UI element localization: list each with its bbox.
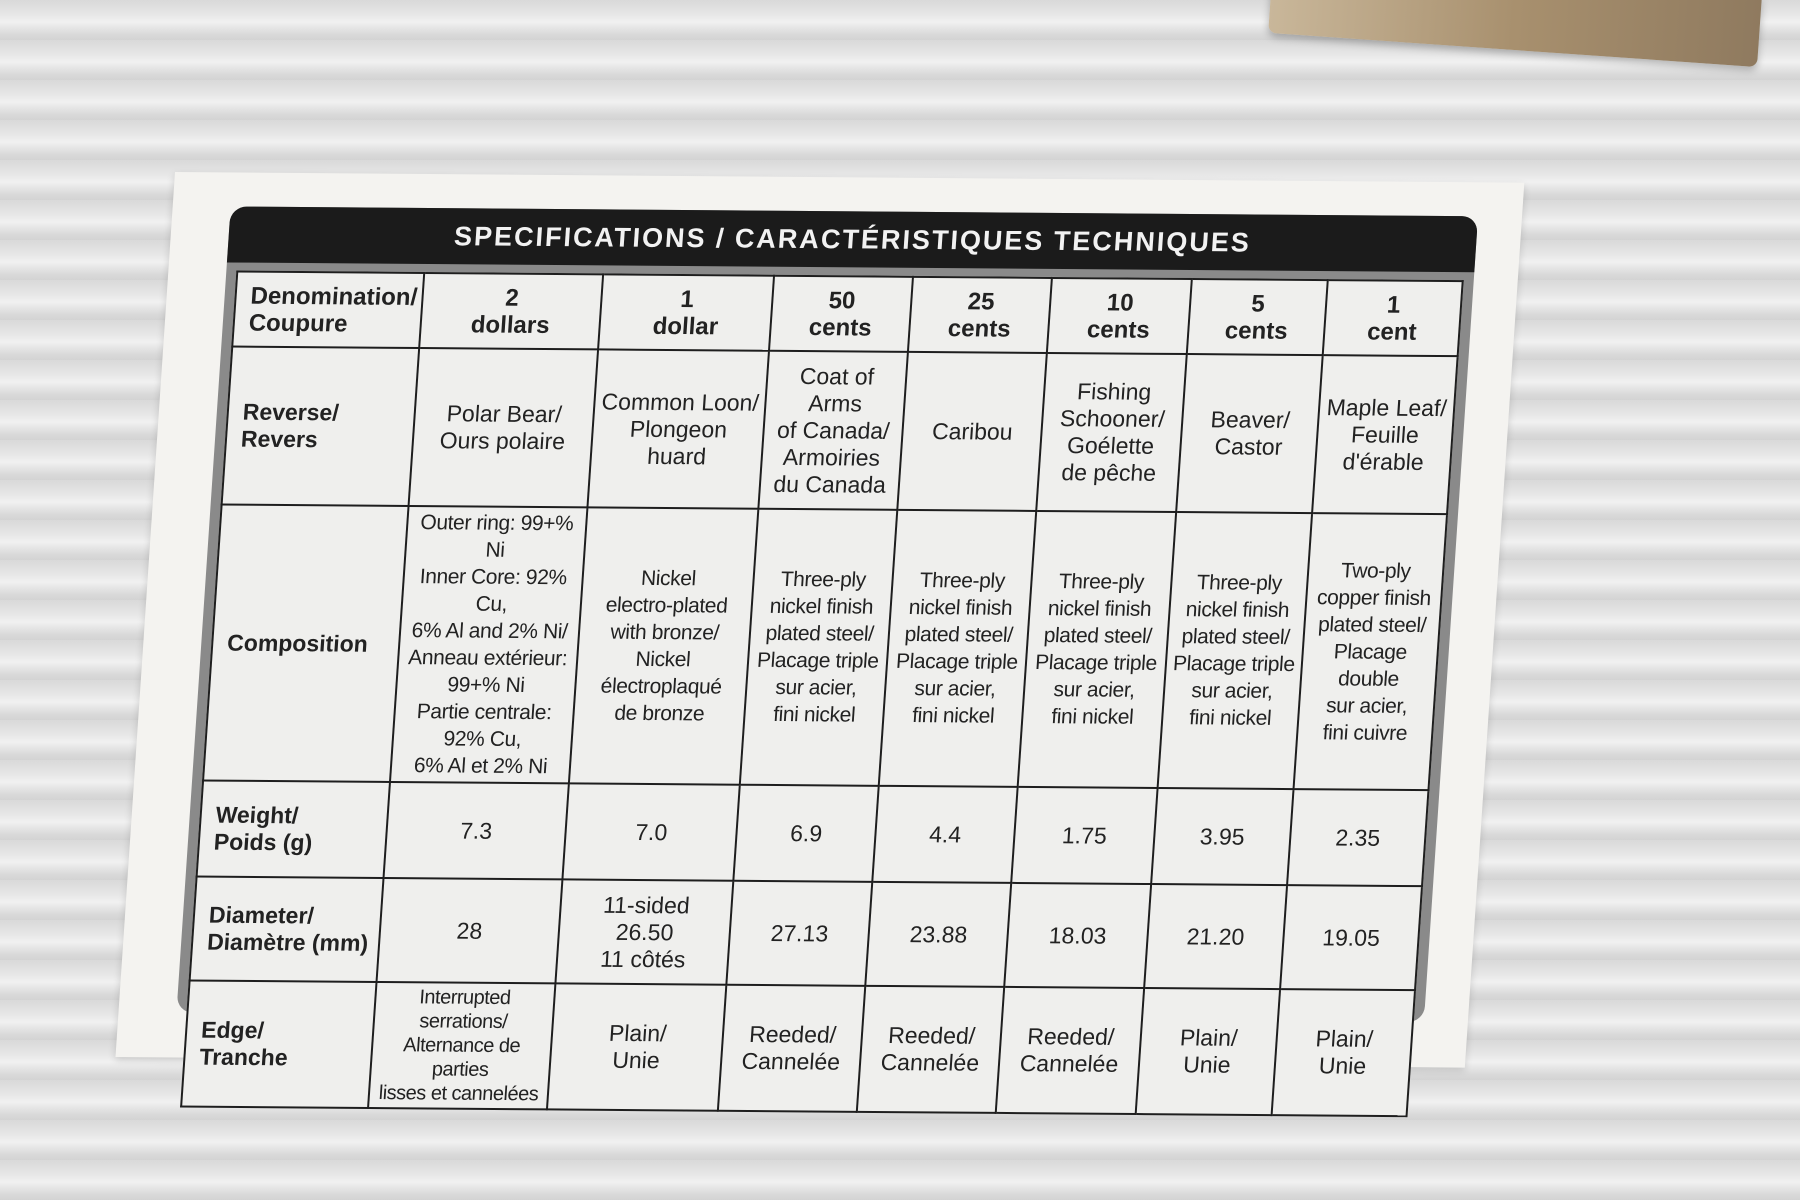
- row-weight: Weight/ Poids (g) 7.3 7.0 6.9 4.4 1.75 3.95 2.3…: [196, 780, 1429, 887]
- row-label-composition: Composition: [203, 504, 409, 782]
- weight-cell: 1.75: [1011, 786, 1158, 885]
- denomination-cell: 10 cents: [1047, 277, 1192, 355]
- specification-card: SPECIFICATIONS / CARACTÉRISTIQUES TECHNI…: [115, 172, 1525, 1118]
- weight-cell: 6.9: [733, 784, 879, 882]
- denomination-cell: 50 cents: [769, 275, 914, 352]
- card-title: SPECIFICATIONS / CARACTÉRISTIQUES TECHNI…: [226, 206, 1479, 273]
- edge-cell: Plain/ Unie: [1271, 989, 1416, 1117]
- edge-cell: Plain/ Unie: [547, 983, 727, 1111]
- row-diameter: Diameter/ Diamètre (mm) 28 11-sided 26.50 …: [189, 876, 1423, 991]
- diameter-cell: 23.88: [865, 881, 1012, 987]
- composition-cell: Three-ply nickel finish plated steel/ Pl…: [1157, 512, 1313, 790]
- diameter-cell: 19.05: [1280, 885, 1423, 991]
- row-reverse: Reverse/ Revers Polar Bear/ Ours polaire C…: [221, 346, 1458, 515]
- reverse-cell: Beaver/ Castor: [1175, 354, 1323, 514]
- composition-cell: Three-ply nickel finish plated steel/ Pl…: [878, 509, 1037, 787]
- table-frame: SPECIFICATIONS / CARACTÉRISTIQUES TECHNI…: [176, 206, 1479, 1118]
- row-label-diameter: Diameter/ Diamètre (mm): [189, 876, 384, 982]
- weight-cell: 7.3: [383, 781, 570, 880]
- row-composition: Composition Outer ring: 99+% Ni Inner Cor…: [203, 504, 1448, 791]
- row-label-weight: Weight/ Poids (g): [196, 780, 390, 878]
- reverse-cell: Coat of Arms of Canada/ Armoiries du Can…: [758, 350, 909, 510]
- reverse-cell: Maple Leaf/ Feuille d'érable: [1312, 355, 1458, 515]
- edge-cell: Reeded/ Cannelée: [857, 985, 1005, 1113]
- diameter-cell: 27.13: [726, 880, 873, 986]
- row-label-reverse: Reverse/ Revers: [221, 346, 419, 506]
- reverse-cell: Polar Bear/ Ours polaire: [408, 348, 599, 508]
- diameter-cell: 28: [376, 877, 563, 984]
- weight-cell: 2.35: [1287, 789, 1429, 887]
- diameter-cell: 11-sided 26.50 11 côtés: [555, 879, 734, 985]
- weight-cell: 7.0: [562, 783, 740, 881]
- weight-cell: 4.4: [872, 785, 1019, 883]
- edge-cell: Interrupted serrations/ Alternance de pa…: [367, 981, 556, 1110]
- composition-cell: Three-ply nickel finish plated steel/ Pl…: [739, 508, 898, 786]
- reverse-cell: Caribou: [897, 351, 1048, 511]
- specifications-table: Denomination/ Coupure 2 dollars 1 dollar 50…: [180, 270, 1464, 1118]
- denomination-cell: 1 cent: [1322, 280, 1463, 357]
- row-denomination: Denomination/ Coupure 2 dollars 1 dollar 50…: [232, 271, 1463, 357]
- diameter-cell: 21.20: [1143, 884, 1288, 990]
- diameter-cell: 18.03: [1004, 882, 1151, 989]
- edge-cell: Plain/ Unie: [1135, 988, 1281, 1116]
- row-label-edge: Edge/ Tranche: [181, 980, 377, 1108]
- background-object: [1268, 0, 1762, 68]
- composition-cell: Three-ply nickel finish plated steel/ Pl…: [1018, 510, 1176, 789]
- reverse-cell: Fishing Schooner/ Goélette de pêche: [1036, 352, 1187, 513]
- composition-cell: Two-ply copper finish plated steel/ Plac…: [1293, 513, 1448, 791]
- denomination-cell: 1 dollar: [598, 274, 775, 351]
- edge-cell: Reeded/ Cannelée: [718, 984, 866, 1112]
- reverse-cell: Common Loon/ Plongeon huard: [587, 349, 770, 509]
- row-edge: Edge/ Tranche Interrupted serrations/ Alt…: [181, 980, 1416, 1117]
- denomination-cell: 25 cents: [908, 276, 1053, 353]
- denomination-cell: 5 cents: [1186, 279, 1328, 356]
- edge-cell: Reeded/ Cannelée: [996, 986, 1144, 1115]
- weight-cell: 3.95: [1150, 788, 1294, 886]
- row-label-denomination: Denomination/ Coupure: [232, 271, 424, 349]
- composition-cell: Nickel electro-plated with bronze/ Nicke…: [569, 507, 759, 785]
- denomination-cell: 2 dollars: [418, 273, 604, 350]
- composition-cell: Outer ring: 99+% Ni Inner Core: 92% Cu, …: [389, 505, 588, 784]
